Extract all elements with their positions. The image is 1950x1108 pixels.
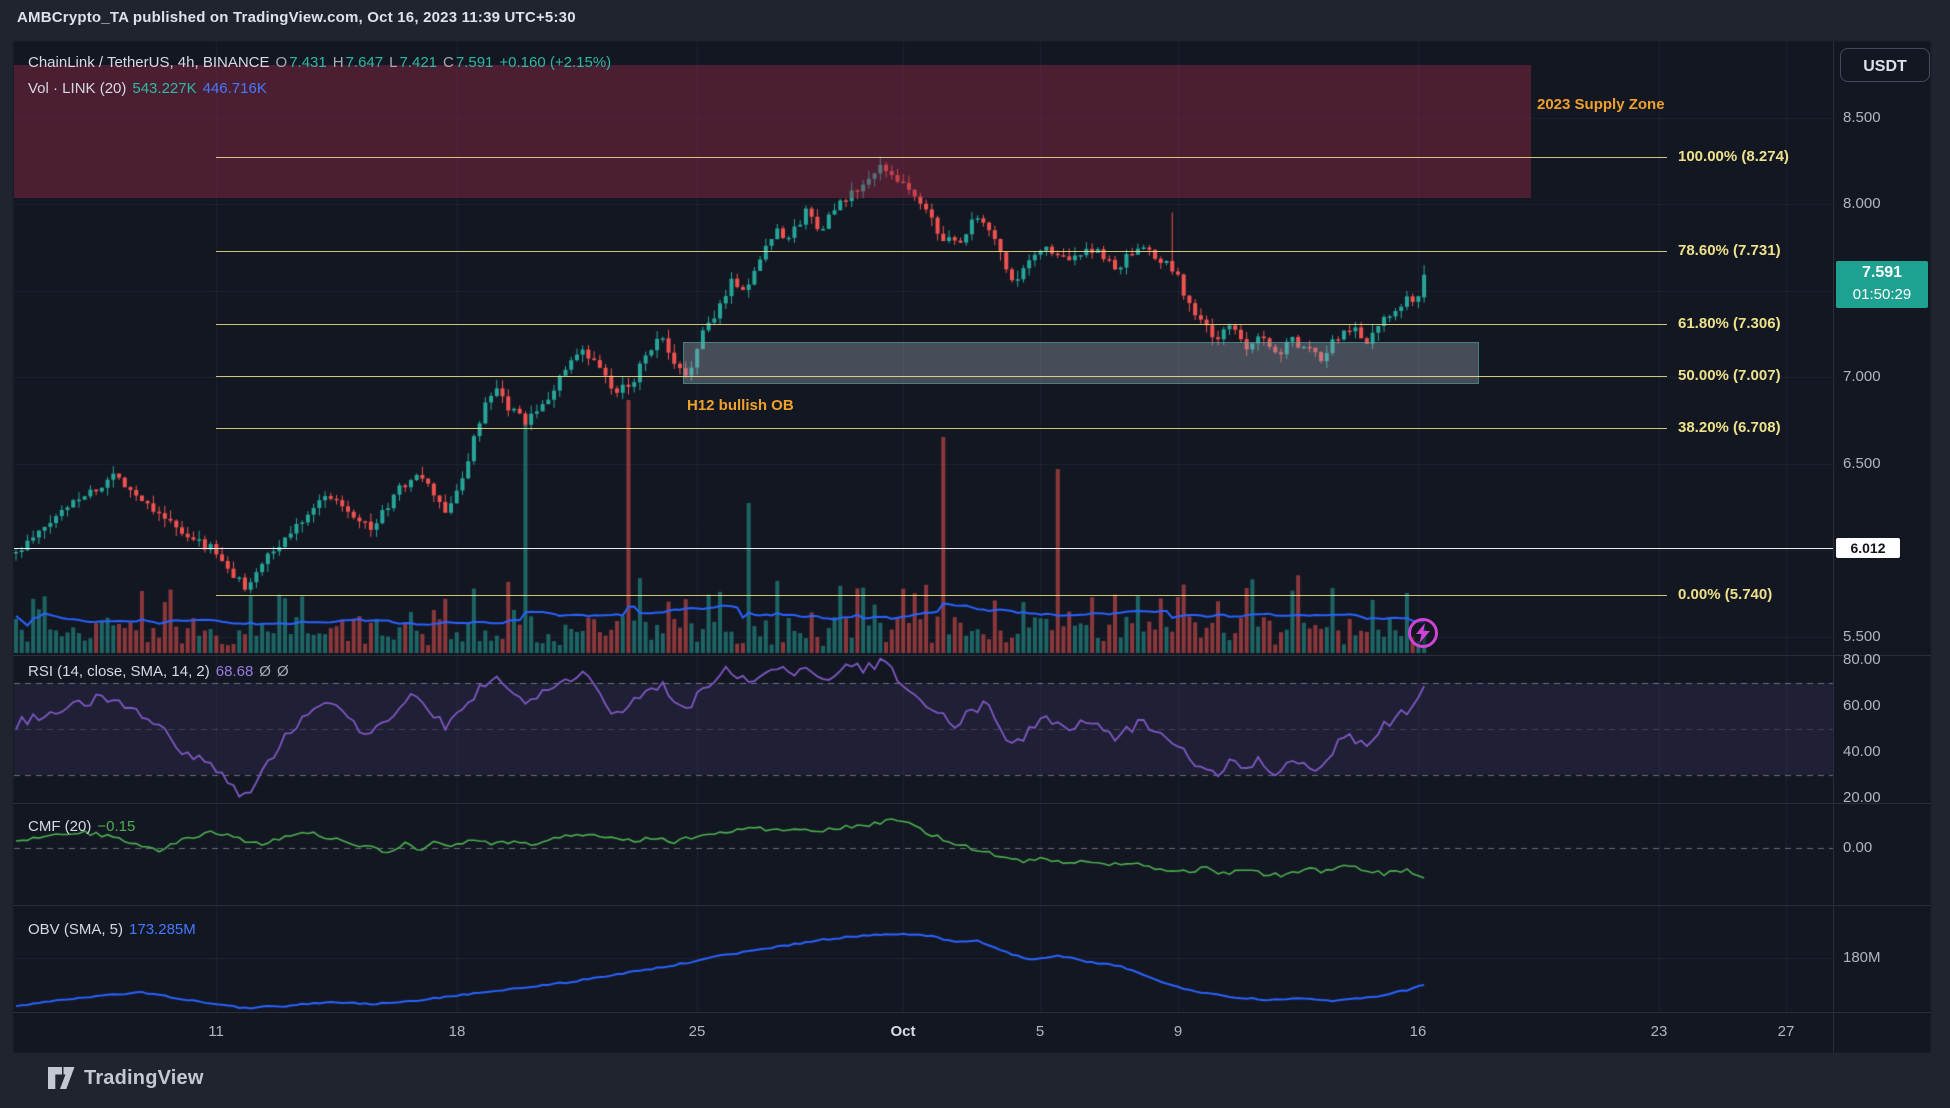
rsi-scale-tick: 80.00 — [1843, 651, 1881, 668]
cmf-legend[interactable]: CMF (20) −0.15 — [28, 818, 141, 835]
legend-part: 68.68 — [215, 663, 254, 680]
fib-level-label: 0.00% (5.740) — [1678, 586, 1773, 603]
bar-countdown-timer: 01:50:29 — [1852, 286, 1912, 303]
legend-part: CMF (20) — [28, 818, 92, 835]
pane-separator-rsi[interactable] — [13, 655, 1931, 656]
time-axis-tick: 5 — [1035, 1023, 1045, 1040]
lightning-icon — [1416, 623, 1430, 643]
price-scale-tick: 8.000 — [1843, 195, 1881, 212]
symbol-legend[interactable]: ChainLink / TetherUS, 4h, BINANCE O 7.431 H… — [28, 54, 617, 71]
price-scale-tick: 5.500 — [1843, 628, 1881, 645]
legend-part: 173.285M — [129, 921, 196, 938]
fib-level-label: 38.20% (6.708) — [1678, 419, 1781, 436]
time-axis-tick: Oct — [890, 1023, 916, 1040]
time-axis-tick: 27 — [1777, 1023, 1795, 1040]
tradingview-brand[interactable]: TradingView — [48, 1067, 204, 1090]
currency-toggle-button[interactable]: USDT — [1840, 48, 1930, 82]
fib-level-label: 78.60% (7.731) — [1678, 242, 1781, 259]
legend-part: Ø — [259, 663, 271, 680]
legend-part: +0.160 (+2.15%) — [499, 54, 612, 71]
fib-level-label: 61.80% (7.306) — [1678, 315, 1781, 332]
volume-legend[interactable]: Vol · LINK (20) 543.227K 446.716K — [28, 80, 273, 97]
price-scale-tick: 8.500 — [1843, 109, 1881, 126]
price-scale-tick: 7.000 — [1843, 368, 1881, 385]
legend-part: Vol · LINK (20) — [28, 80, 127, 97]
pane-separator-obv[interactable] — [13, 905, 1931, 906]
legend-part: 7.647 — [345, 54, 384, 71]
legend-part: C — [443, 54, 454, 71]
time-axis-tick: 23 — [1650, 1023, 1668, 1040]
time-axis-tick: 25 — [688, 1023, 706, 1040]
legend-part: OBV (SMA, 5) — [28, 921, 124, 938]
legend-part: ChainLink / TetherUS, 4h, BINANCE — [28, 54, 270, 71]
fib-level-line[interactable] — [216, 251, 1667, 252]
cross-price-tag: 6.012 — [1836, 538, 1900, 558]
fib-level-label: 100.00% (8.274) — [1678, 148, 1789, 165]
fib-level-line[interactable] — [216, 595, 1667, 596]
time-axis-separator — [13, 1012, 1931, 1013]
rsi-scale-tick: 20.00 — [1843, 789, 1881, 806]
fib-level-line[interactable] — [216, 324, 1667, 325]
rsi-scale-tick: 40.00 — [1843, 743, 1881, 760]
price-cross-line[interactable] — [14, 548, 1833, 549]
tradingview-logo-icon — [48, 1067, 75, 1089]
legend-part: 7.421 — [399, 54, 438, 71]
rsi-legend[interactable]: RSI (14, close, SMA, 14, 2) 68.68 Ø Ø — [28, 663, 295, 680]
supply-zone-rectangle[interactable] — [14, 65, 1531, 198]
fib-level-line[interactable] — [216, 376, 1667, 377]
order-block-rectangle[interactable] — [683, 342, 1479, 384]
time-axis-tick: 18 — [448, 1023, 466, 1040]
time-axis-tick: 16 — [1409, 1023, 1427, 1040]
legend-part: 7.431 — [289, 54, 327, 71]
price-scale-separator[interactable] — [1833, 41, 1834, 1053]
obv-scale-tick: 180M — [1843, 949, 1881, 966]
tradingview-brand-text: TradingView — [84, 1067, 204, 1089]
time-axis-tick: 9 — [1173, 1023, 1183, 1040]
time-axis-tick: 11 — [208, 1023, 224, 1040]
rsi-scale-tick: 60.00 — [1843, 697, 1881, 714]
watermark-bar: TradingView — [0, 1053, 1950, 1108]
flash-alert-badge[interactable] — [1408, 618, 1438, 648]
fib-level-line[interactable] — [216, 428, 1667, 429]
legend-part: −0.15 — [97, 818, 136, 835]
legend-part: Ø — [276, 663, 289, 680]
price-scale-tick: 6.500 — [1843, 455, 1881, 472]
legend-part: RSI (14, close, SMA, 14, 2) — [28, 663, 210, 680]
last-price-value: 7.591 — [1861, 264, 1903, 281]
cmf-scale-tick: 0.00 — [1843, 839, 1873, 856]
legend-part: 446.716K — [202, 80, 267, 97]
pane-separator-cmf[interactable] — [13, 803, 1931, 804]
obv-legend[interactable]: OBV (SMA, 5) 173.285M — [28, 921, 202, 938]
order-block-label[interactable]: H12 bullish OB — [687, 397, 794, 414]
fib-level-line[interactable] — [216, 157, 1667, 158]
fib-level-label: 50.00% (7.007) — [1678, 367, 1781, 384]
legend-part: H — [332, 54, 344, 71]
legend-part: 543.227K — [132, 80, 197, 97]
legend-part: O — [275, 54, 288, 71]
legend-part: 7.591 — [455, 54, 494, 71]
supply-zone-label[interactable]: 2023 Supply Zone — [1537, 96, 1665, 113]
last-price-countdown-tag[interactable]: 7.591 01:50:29 — [1836, 261, 1928, 308]
legend-part: L — [389, 54, 398, 71]
